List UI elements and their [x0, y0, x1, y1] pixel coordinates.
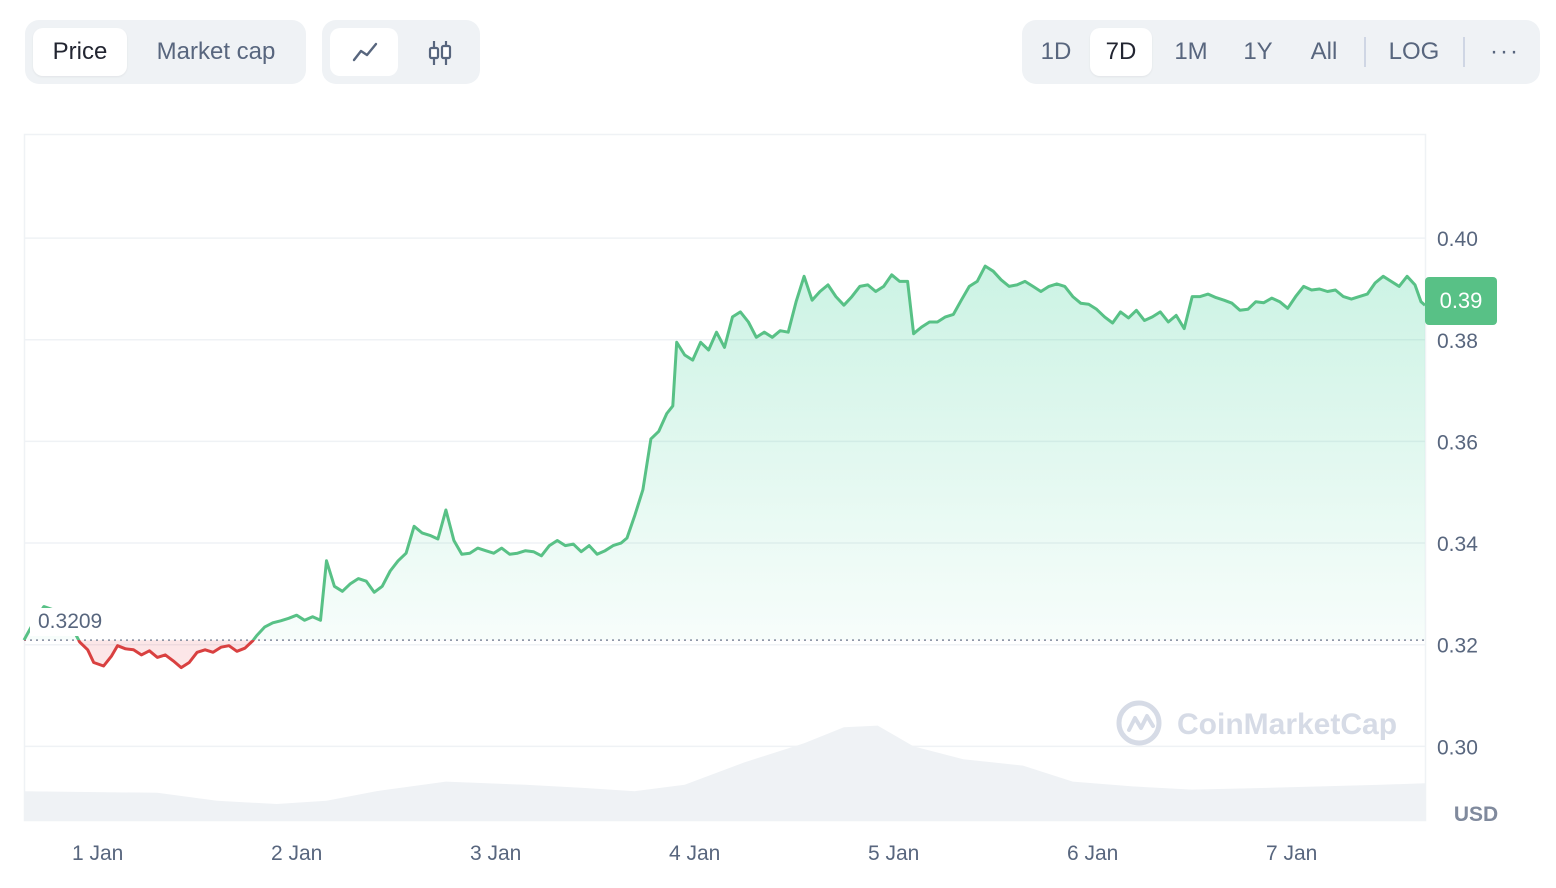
price-area-up	[24, 266, 1425, 641]
chart-type-toggle	[322, 20, 480, 84]
candlestick-icon	[428, 41, 452, 65]
log-scale-toggle[interactable]: LOG	[1388, 38, 1440, 65]
price-line-up	[22, 264, 1426, 641]
more-horizontal-icon[interactable]: ···	[1490, 38, 1520, 65]
x-axis: 1 Jan 2 Jan 3 Jan 4 Jan 5 Jan 6 Jan 7 Jan	[72, 842, 1317, 865]
reference-price-label: 0.3209	[30, 608, 111, 636]
line-chart-button[interactable]	[330, 28, 398, 76]
line-chart-icon	[352, 42, 378, 62]
x-tick-label: 3 Jan	[470, 842, 521, 865]
current-price-badge: 0.39	[1425, 277, 1497, 325]
price-tab[interactable]: Price	[33, 28, 127, 76]
separator	[1463, 37, 1465, 67]
y-tick-label: 0.32	[1437, 635, 1478, 658]
x-tick-label: 6 Jan	[1067, 842, 1118, 865]
candlestick-button[interactable]	[404, 28, 472, 76]
volume-area	[24, 725, 1425, 820]
plot-frame	[23, 133, 1427, 822]
coinmarketcap-logo-icon	[1116, 700, 1162, 746]
watermark-text: CoinMarketCap	[1177, 708, 1398, 741]
range-1y-tab[interactable]: 1Y	[1243, 38, 1273, 65]
y-tick-label: 0.34	[1437, 533, 1478, 556]
x-tick-label: 1 Jan	[72, 842, 123, 865]
x-tick-label: 7 Jan	[1266, 842, 1317, 865]
currency-label: USD	[1454, 803, 1498, 826]
market-cap-tab[interactable]: Market cap	[156, 38, 276, 65]
y-tick-label: 0.36	[1437, 431, 1478, 454]
x-tick-label: 5 Jan	[868, 842, 919, 865]
y-axis: 0.40 0.38 0.36 0.34 0.32 0.30	[1437, 228, 1478, 759]
metric-toggle: Price Market cap	[25, 20, 306, 84]
watermark: CoinMarketCap	[1115, 698, 1405, 750]
y-tick-label: 0.40	[1437, 228, 1478, 251]
y-tick-label: 0.30	[1437, 736, 1478, 759]
range-1m-tab[interactable]: 1M	[1174, 38, 1208, 65]
range-toggle: 1D 7D 1M 1Y All LOG ···	[1022, 20, 1540, 84]
x-tick-label: 4 Jan	[669, 842, 720, 865]
range-all-tab[interactable]: All	[1310, 38, 1338, 65]
y-tick-label: 0.38	[1437, 330, 1478, 353]
x-tick-label: 2 Jan	[271, 842, 322, 865]
separator	[1364, 37, 1366, 67]
range-7d-tab[interactable]: 7D	[1090, 28, 1152, 76]
range-1d-tab[interactable]: 1D	[1040, 38, 1072, 65]
